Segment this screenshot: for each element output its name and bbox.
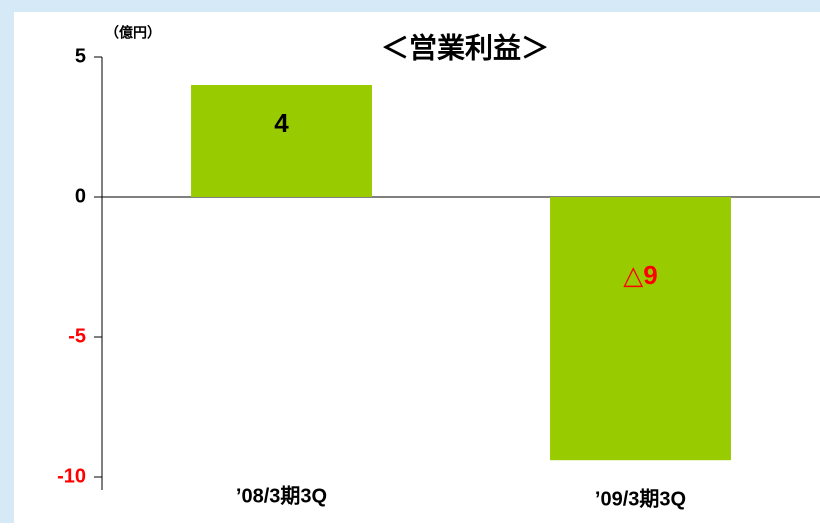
- y-tick-label: -5: [68, 325, 86, 347]
- x-tick-label: ’09/3期3Q: [595, 487, 686, 510]
- y-tick-label: 5: [75, 45, 86, 67]
- chart-title: ＜営業利益＞: [381, 32, 549, 63]
- bar: [191, 85, 372, 197]
- y-axis-label: （億円）: [105, 25, 161, 41]
- bar: [550, 197, 731, 461]
- y-tick-label: 0: [75, 185, 86, 207]
- x-tick-label: ’08/3期3Q: [236, 484, 327, 507]
- y-tick-label: -10: [57, 465, 86, 487]
- value-label: 4: [274, 108, 289, 138]
- value-label: △9: [623, 260, 657, 290]
